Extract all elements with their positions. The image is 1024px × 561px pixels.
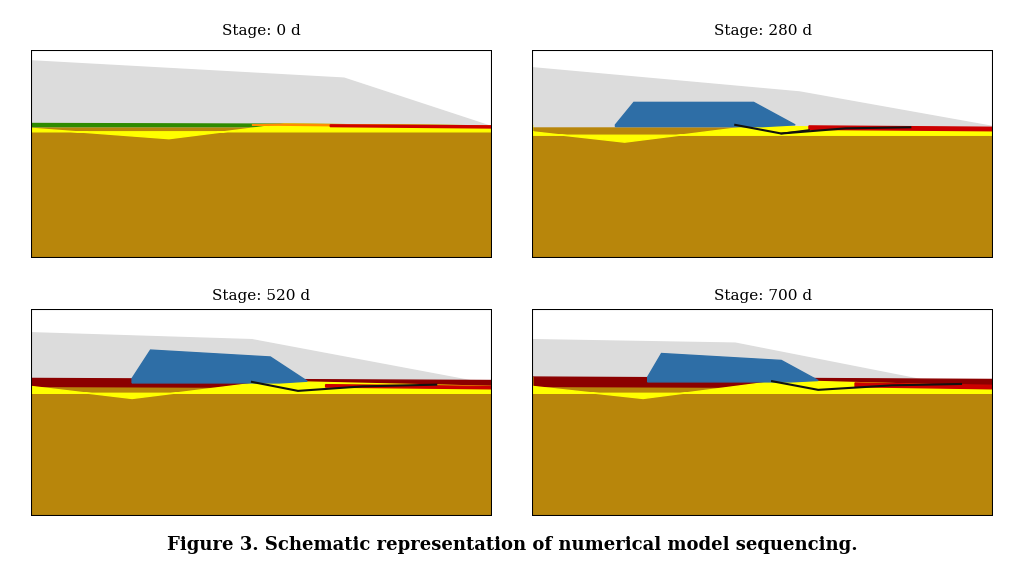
- Polygon shape: [31, 123, 492, 139]
- Polygon shape: [532, 377, 993, 398]
- Text: Stage: 0 d: Stage: 0 d: [222, 24, 300, 38]
- Polygon shape: [532, 125, 993, 142]
- Polygon shape: [31, 385, 492, 516]
- Polygon shape: [326, 385, 492, 389]
- Text: Stage: 520 d: Stage: 520 d: [212, 289, 310, 303]
- Polygon shape: [31, 333, 492, 385]
- Text: Stage: 280 d: Stage: 280 d: [714, 24, 812, 38]
- Text: Stage: 700 d: Stage: 700 d: [714, 289, 812, 303]
- Polygon shape: [532, 385, 993, 516]
- Polygon shape: [31, 379, 492, 398]
- Polygon shape: [532, 68, 993, 127]
- Text: Figure 3. Schematic representation of numerical model sequencing.: Figure 3. Schematic representation of nu…: [167, 536, 857, 554]
- Polygon shape: [532, 377, 993, 388]
- Polygon shape: [31, 379, 492, 388]
- Polygon shape: [31, 123, 492, 127]
- Polygon shape: [252, 124, 492, 127]
- Polygon shape: [532, 339, 993, 385]
- Polygon shape: [31, 61, 492, 127]
- Polygon shape: [615, 103, 795, 127]
- Polygon shape: [532, 127, 993, 258]
- Polygon shape: [809, 126, 993, 131]
- Polygon shape: [855, 383, 993, 389]
- Polygon shape: [330, 125, 492, 128]
- Polygon shape: [132, 350, 307, 383]
- Polygon shape: [648, 353, 818, 382]
- Polygon shape: [31, 127, 492, 258]
